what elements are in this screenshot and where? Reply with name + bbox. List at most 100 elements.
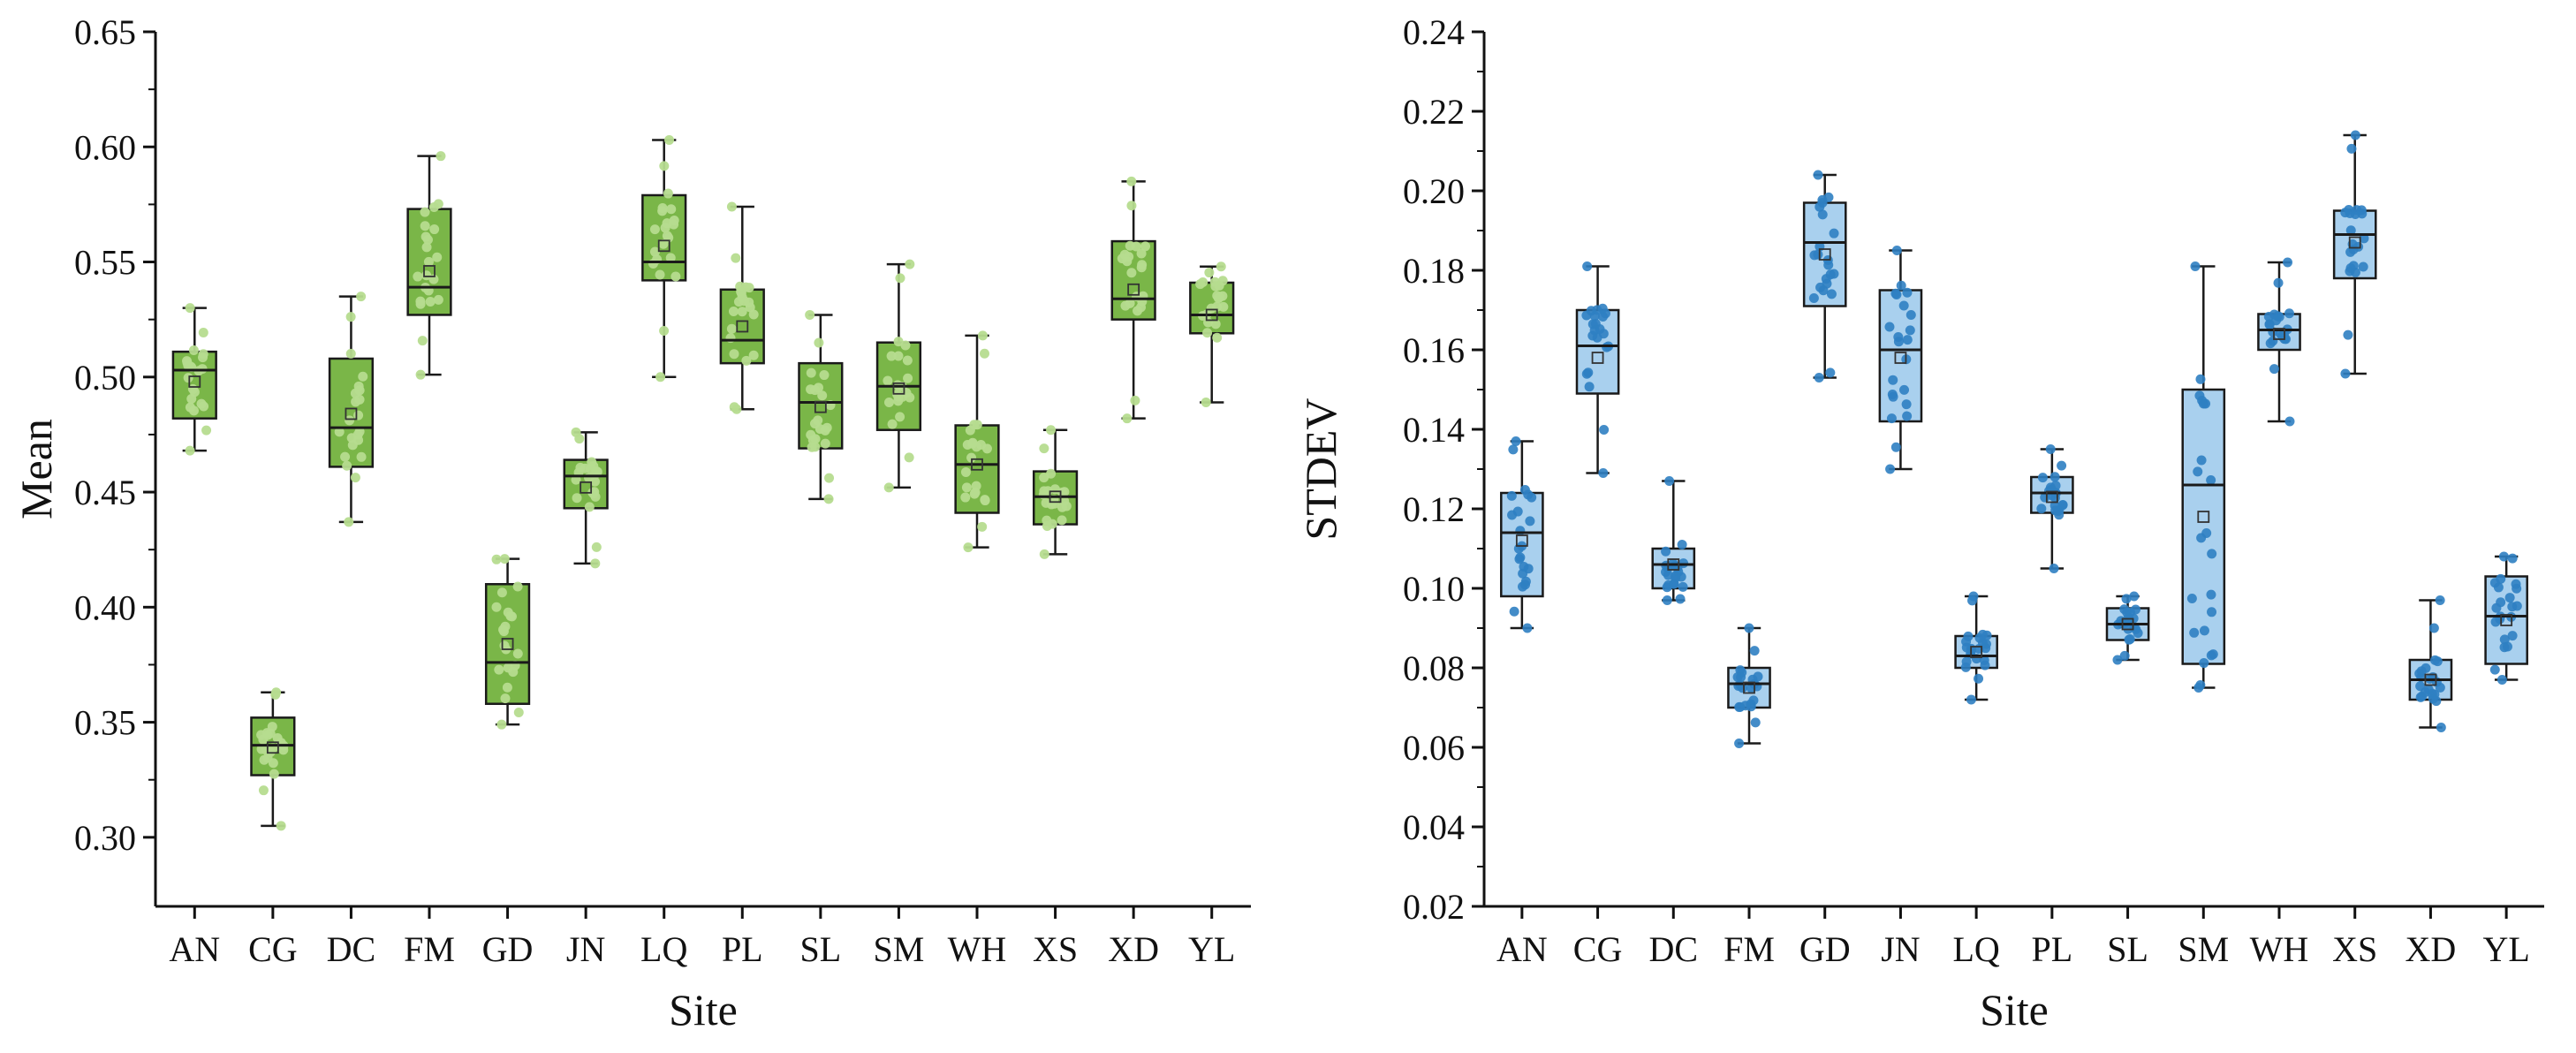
data-point (2345, 225, 2356, 236)
data-point (1814, 373, 1824, 383)
data-point (500, 621, 511, 632)
mean-marker (814, 400, 827, 413)
y-tick-label: 0.06 (1403, 728, 1465, 768)
y-tick-label: 0.30 (74, 818, 136, 858)
box-an: AN (1496, 436, 1548, 969)
data-point (1825, 269, 1836, 280)
data-point (1581, 368, 1592, 379)
x-tick-label: XD (2406, 929, 2457, 969)
data-point (895, 412, 905, 422)
data-point (1042, 515, 1052, 526)
data-point (413, 271, 423, 282)
data-point (1126, 201, 1137, 211)
mean-marker (2424, 673, 2437, 686)
data-point (1592, 305, 1602, 315)
data-point (665, 253, 676, 263)
data-point (340, 451, 351, 462)
data-point (2196, 455, 2207, 466)
box-an: AN (169, 303, 220, 969)
data-point (1039, 549, 1049, 559)
data-point (421, 242, 432, 253)
data-point (256, 730, 267, 740)
data-point (726, 201, 737, 212)
data-point (189, 387, 200, 398)
data-point (1661, 546, 1671, 557)
mean-marker (2121, 617, 2134, 631)
y-tick-label: 0.04 (1403, 807, 1465, 847)
data-point (2511, 579, 2521, 589)
data-point (824, 473, 835, 483)
data-point (655, 372, 666, 383)
mean-marker (1894, 352, 1907, 364)
data-point (887, 419, 898, 429)
mean-marker (1818, 248, 1831, 261)
data-point (805, 309, 815, 320)
data-point (981, 443, 992, 454)
x-tick-label: WH (948, 929, 1007, 969)
data-point (2358, 261, 2368, 272)
data-point (350, 388, 360, 398)
y-axis-title: STDEV (1296, 398, 1345, 540)
data-point (820, 438, 830, 449)
data-point (496, 719, 507, 730)
data-point (1753, 671, 1763, 682)
data-point (1960, 662, 1971, 672)
data-point (2263, 312, 2274, 322)
data-point (972, 420, 982, 430)
data-point (1749, 646, 1760, 656)
y-tick-label: 0.10 (1403, 569, 1465, 609)
data-point (1525, 516, 1535, 526)
data-point (1890, 288, 1901, 299)
data-point (660, 223, 671, 233)
data-point (1126, 268, 1137, 278)
data-point (491, 602, 502, 612)
data-point (817, 390, 828, 401)
data-point (1974, 673, 1984, 684)
data-point (1140, 241, 1150, 252)
data-point (425, 297, 436, 307)
data-point (2189, 627, 2200, 638)
data-point (960, 492, 971, 503)
data-point (1823, 260, 1834, 270)
data-point (2416, 666, 2427, 677)
data-point (354, 427, 365, 437)
data-point (1202, 328, 1213, 338)
data-point (2045, 444, 2056, 454)
box-sm: SM (874, 259, 924, 969)
data-point (733, 297, 744, 307)
data-point (728, 307, 739, 317)
data-point (1826, 289, 1837, 299)
box-lq: LQ (640, 134, 687, 969)
x-tick-label: DC (327, 929, 376, 969)
y-tick-label: 0.65 (74, 12, 136, 52)
data-point (1046, 425, 1057, 436)
box-sm: SM (2178, 261, 2229, 969)
mean-marker (266, 741, 279, 754)
x-tick-label: DC (1648, 929, 1698, 969)
data-point (183, 360, 193, 371)
data-point (429, 224, 440, 235)
box-body (1110, 239, 1156, 321)
data-point (1809, 250, 1820, 261)
box-xd: XD (1108, 176, 1159, 969)
y-tick-label: 0.40 (74, 587, 136, 627)
data-point (966, 452, 977, 463)
data-point (2057, 460, 2067, 471)
data-point (819, 370, 830, 381)
data-point (2201, 398, 2211, 409)
data-point (2436, 723, 2446, 732)
x-tick-label: YL (1188, 929, 1235, 969)
data-point (671, 271, 681, 282)
data-point (271, 687, 282, 698)
data-point (415, 369, 426, 380)
data-point (1508, 444, 1519, 455)
mean-marker (1205, 308, 1218, 322)
data-point (1598, 329, 1609, 339)
data-point (2435, 682, 2445, 693)
data-point (1750, 717, 1761, 728)
data-point (813, 383, 823, 393)
box-sl: SL (2105, 591, 2150, 969)
data-point (356, 292, 367, 302)
data-point (883, 375, 893, 386)
